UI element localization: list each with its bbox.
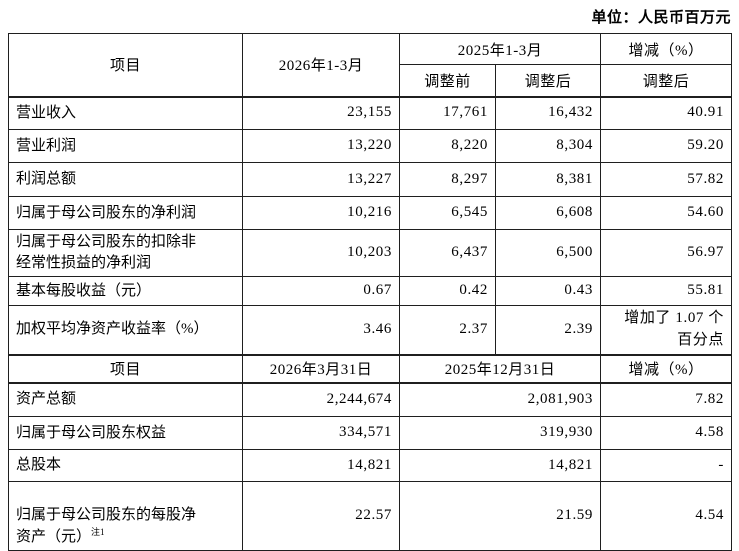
item-label-cell: 归属于母公司股东权益	[8, 416, 243, 450]
value-cell: 17,761	[399, 96, 496, 130]
income-header-change: 增减（%）	[600, 33, 732, 65]
value-cell: 2,244,674	[242, 382, 400, 417]
value-cell: 13,227	[242, 162, 400, 197]
item-label-cell: 营业利润	[8, 129, 243, 163]
value-cell: 8,297	[399, 162, 496, 197]
value-cell: 54.60	[600, 196, 732, 230]
value-cell: 13,220	[242, 129, 400, 163]
item-label-cell: 利润总额	[8, 162, 243, 197]
value-cell: 8,220	[399, 129, 496, 163]
value-cell: 57.82	[600, 162, 732, 197]
item-label-cell: 归属于母公司股东的净利润	[8, 196, 243, 230]
value-cell: 2.39	[495, 305, 601, 355]
table-row-operating-profit: 营业利润 13,220 8,220 8,304 59.20	[8, 129, 732, 163]
value-cell: 10,216	[242, 196, 400, 230]
value-cell: 22.57	[242, 481, 400, 551]
balance-header-row: 项目 2026年3月31日 2025年12月31日 增减（%）	[8, 353, 732, 384]
item-label-cell: 归属于母公司股东的每股净 资产（元）注1	[8, 481, 243, 551]
unit-label: 单位：人民币百万元	[591, 10, 731, 26]
income-header-current-period: 2026年1-3月	[242, 33, 400, 98]
financial-results-table: 项目 2026年1-3月 2025年1-3月 增减（%） 调整前 调整后 调整后…	[8, 33, 732, 551]
table-row-net-assets-per-share: 归属于母公司股东的每股净 资产（元）注1 22.57 21.59 4.54	[8, 481, 732, 551]
value-cell: 6,545	[399, 196, 496, 230]
balance-header-change: 增减（%）	[600, 353, 732, 384]
value-cell: 增加了 1.07 个 百分点	[600, 305, 732, 355]
income-header-change-sub: 调整后	[600, 64, 732, 98]
item-label-text: 归属于母公司股东的每股净 资产（元）	[16, 507, 197, 545]
value-cell: 6,500	[495, 229, 601, 277]
item-label-cell: 营业收入	[8, 96, 243, 130]
value-cell: 59.20	[600, 129, 732, 163]
value-cell: 0.43	[495, 276, 601, 306]
value-cell: 7.82	[600, 382, 732, 417]
value-cell: 56.97	[600, 229, 732, 277]
value-cell: 3.46	[242, 305, 400, 355]
value-cell: 16,432	[495, 96, 601, 130]
value-cell: 14,821	[242, 449, 400, 482]
income-header-prior-period: 2025年1-3月	[399, 33, 601, 65]
value-cell: 0.67	[242, 276, 400, 306]
value-cell: 334,571	[242, 416, 400, 450]
value-cell: -	[600, 449, 732, 482]
value-cell: 0.42	[399, 276, 496, 306]
table-row-total-share-capital: 总股本 14,821 14,821 -	[8, 449, 732, 482]
table-row-basic-eps: 基本每股收益（元） 0.67 0.42 0.43 55.81	[8, 276, 732, 306]
item-label-cell: 归属于母公司股东的扣除非 经常性损益的净利润	[8, 229, 243, 277]
report-page: { "colors": { "background": "#ffffff", "…	[8, 10, 732, 551]
value-cell: 21.59	[399, 481, 601, 551]
value-cell: 319,930	[399, 416, 601, 450]
value-cell: 10,203	[242, 229, 400, 277]
balance-header-item: 项目	[8, 353, 243, 384]
table-row-operating-revenue: 营业收入 23,155 17,761 16,432 40.91	[8, 96, 732, 130]
income-header-item: 项目	[8, 33, 243, 98]
income-header-before-adjustment: 调整前	[399, 64, 496, 98]
balance-header-prior-date: 2025年12月31日	[399, 353, 601, 384]
value-cell: 4.54	[600, 481, 732, 551]
value-cell: 2.37	[399, 305, 496, 355]
value-cell: 14,821	[399, 449, 601, 482]
value-cell: 2,081,903	[399, 382, 601, 417]
item-label-cell: 总股本	[8, 449, 243, 482]
value-cell: 6,608	[495, 196, 601, 230]
income-header-row-1: 项目 2026年1-3月 2025年1-3月 增减（%）	[8, 33, 732, 98]
item-label-cell: 基本每股收益（元）	[8, 276, 243, 306]
item-label-cell: 资产总额	[8, 382, 243, 417]
value-cell: 4.58	[600, 416, 732, 450]
item-label-cell: 加权平均净资产收益率（%）	[8, 305, 243, 355]
value-cell: 8,304	[495, 129, 601, 163]
value-cell: 8,381	[495, 162, 601, 197]
table-row-net-profit-attributable: 归属于母公司股东的净利润 10,216 6,545 6,608 54.60	[8, 196, 732, 230]
table-row-total-profit: 利润总额 13,227 8,297 8,381 57.82	[8, 162, 732, 197]
value-cell: 23,155	[242, 96, 400, 130]
table-row-net-profit-excl-nonrecurring: 归属于母公司股东的扣除非 经常性损益的净利润 10,203 6,437 6,50…	[8, 229, 732, 277]
table-row-equity-attributable: 归属于母公司股东权益 334,571 319,930 4.58	[8, 416, 732, 450]
income-header-row-2: 调整前 调整后 调整后	[9, 64, 732, 98]
balance-header-current-date: 2026年3月31日	[242, 353, 400, 384]
table-row-total-assets: 资产总额 2,244,674 2,081,903 7.82	[8, 382, 732, 417]
value-cell: 40.91	[600, 96, 732, 130]
income-header-after-adjustment: 调整后	[495, 64, 601, 98]
value-cell: 6,437	[399, 229, 496, 277]
footnote-marker: 注1	[91, 527, 105, 537]
table-row-weighted-average-roe: 加权平均净资产收益率（%） 3.46 2.37 2.39 增加了 1.07 个 …	[8, 305, 732, 355]
value-cell: 55.81	[600, 276, 732, 306]
